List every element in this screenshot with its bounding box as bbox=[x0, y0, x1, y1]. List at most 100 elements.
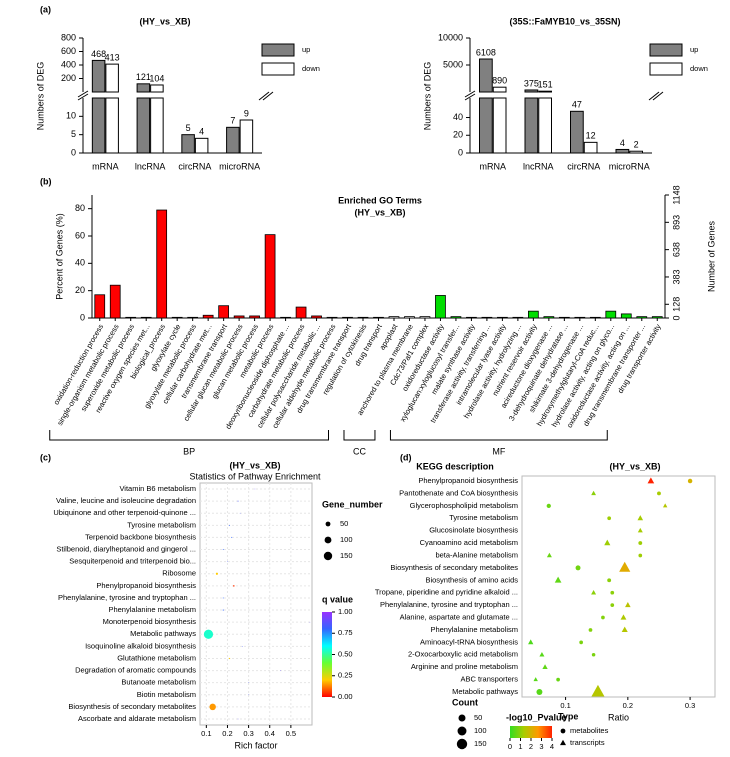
bar bbox=[181, 134, 195, 154]
chart-title: Enriched GO Terms bbox=[338, 195, 422, 205]
legend-label: down bbox=[690, 64, 708, 73]
axis-break bbox=[464, 93, 476, 101]
data-point bbox=[591, 684, 605, 697]
bar bbox=[91, 97, 106, 154]
bubble bbox=[309, 621, 311, 623]
y-tick-label: 0 bbox=[71, 147, 76, 157]
bar bbox=[605, 310, 617, 319]
x-tick-label: 0.2 bbox=[623, 701, 633, 710]
bar bbox=[140, 316, 152, 319]
bar-upper bbox=[479, 58, 493, 93]
y-tick-label: Tropane, piperidine and pyridine alkaloi… bbox=[375, 588, 518, 597]
legend-swatch bbox=[261, 62, 295, 76]
y-tick-label: Phenylalanine metabolism bbox=[430, 625, 518, 634]
data-point bbox=[657, 491, 661, 496]
chart-title: (HY_vs_XB) bbox=[139, 16, 190, 26]
y-tick-label: Biotin metabolism bbox=[137, 690, 196, 699]
size-legend-title: Gene_number bbox=[322, 499, 383, 509]
bar bbox=[528, 310, 539, 319]
data-point bbox=[528, 639, 534, 645]
data-label: 104 bbox=[149, 73, 164, 83]
bubble bbox=[237, 718, 239, 720]
data-point bbox=[687, 478, 693, 484]
y-tick-label: 400 bbox=[61, 59, 76, 69]
y-tick-label: Phenylpropanoid biosynthesis bbox=[96, 581, 196, 590]
color-bar-label: 0.50 bbox=[338, 649, 353, 658]
x-tick-label: 0.5 bbox=[286, 729, 296, 738]
data-point bbox=[662, 503, 668, 508]
y2-tick-label: 383 bbox=[671, 269, 681, 284]
x-tick-label: microRNA bbox=[219, 161, 260, 171]
data-point bbox=[621, 626, 628, 633]
bubble bbox=[227, 561, 228, 562]
legend-label: up bbox=[690, 45, 698, 54]
y-tick-label: Tyrosine metabolism bbox=[127, 520, 196, 529]
bar bbox=[109, 284, 121, 319]
axis-break bbox=[258, 91, 270, 101]
size-legend-label: 50 bbox=[474, 713, 482, 722]
bar bbox=[651, 316, 663, 319]
data-label: 4 bbox=[199, 127, 204, 137]
plot-frame bbox=[521, 475, 716, 698]
bar bbox=[249, 315, 260, 319]
x-tick-label: 0.1 bbox=[560, 701, 570, 710]
bar bbox=[194, 137, 209, 154]
bar bbox=[326, 316, 338, 319]
y-tick-label: 5000 bbox=[443, 59, 463, 69]
size-legend-label: 50 bbox=[340, 519, 348, 528]
bar bbox=[171, 316, 183, 319]
data-point bbox=[542, 664, 548, 670]
bubble bbox=[233, 585, 235, 587]
bar bbox=[202, 314, 214, 319]
y-tick-label: Stilbenoid, diarylheptanoid and gingerol… bbox=[56, 545, 196, 554]
axis-break bbox=[77, 90, 89, 98]
bar bbox=[570, 110, 584, 154]
data-label: 413 bbox=[105, 52, 120, 62]
y-tick-label: Biosynthesis of secondary metabolites bbox=[390, 563, 518, 572]
data-point bbox=[625, 602, 631, 608]
panel-label: (d) bbox=[400, 452, 412, 462]
x-tick-label: circRNA bbox=[178, 161, 211, 171]
bar bbox=[94, 294, 106, 319]
bar bbox=[357, 316, 369, 319]
data-point bbox=[638, 541, 643, 545]
data-point bbox=[607, 578, 612, 583]
size-legend-marker bbox=[458, 714, 466, 722]
type-legend-marker bbox=[560, 739, 566, 746]
y-tick-label: Pantothenate and CoA biosynthesis bbox=[399, 488, 518, 497]
bar bbox=[583, 141, 598, 154]
bar bbox=[466, 316, 477, 319]
data-label: 151 bbox=[538, 80, 553, 90]
y-tick-label: Vitamin B6 metabolism bbox=[119, 484, 196, 493]
y-tick-label: Biosynthesis of amino acids bbox=[425, 575, 518, 584]
data-point bbox=[620, 614, 627, 620]
color-bar-label: 0.25 bbox=[338, 671, 353, 680]
size-legend-marker bbox=[456, 738, 468, 750]
bubble bbox=[229, 524, 231, 526]
bar bbox=[233, 315, 245, 319]
bar bbox=[136, 97, 151, 154]
bar bbox=[492, 97, 507, 154]
x-tick-label: 0.2 bbox=[222, 729, 232, 738]
bar bbox=[615, 148, 630, 154]
type-legend-label: transcripts bbox=[570, 738, 605, 747]
y-tick-label: 2-Oxocarboxylic acid metabolism bbox=[408, 650, 518, 659]
color-bar-label: 1 bbox=[518, 742, 522, 751]
data-label: 6108 bbox=[476, 47, 496, 57]
group-bracket bbox=[389, 430, 608, 441]
bar bbox=[125, 316, 137, 319]
data-label: 4 bbox=[620, 138, 625, 148]
color-bar-label: 0 bbox=[508, 742, 512, 751]
bar bbox=[543, 316, 555, 319]
x-tick-label: 0.3 bbox=[243, 729, 253, 738]
bubble bbox=[231, 536, 233, 538]
data-point bbox=[554, 576, 562, 583]
group-label: MF bbox=[492, 446, 505, 456]
panel-label: (c) bbox=[40, 452, 51, 462]
panel-label: (b) bbox=[40, 176, 52, 186]
axis-break bbox=[648, 91, 660, 101]
axis-break bbox=[262, 91, 274, 101]
bar bbox=[479, 97, 493, 154]
chart-subtitle: Statistics of Pathway Enrichment bbox=[189, 471, 321, 481]
bubble bbox=[248, 694, 249, 696]
